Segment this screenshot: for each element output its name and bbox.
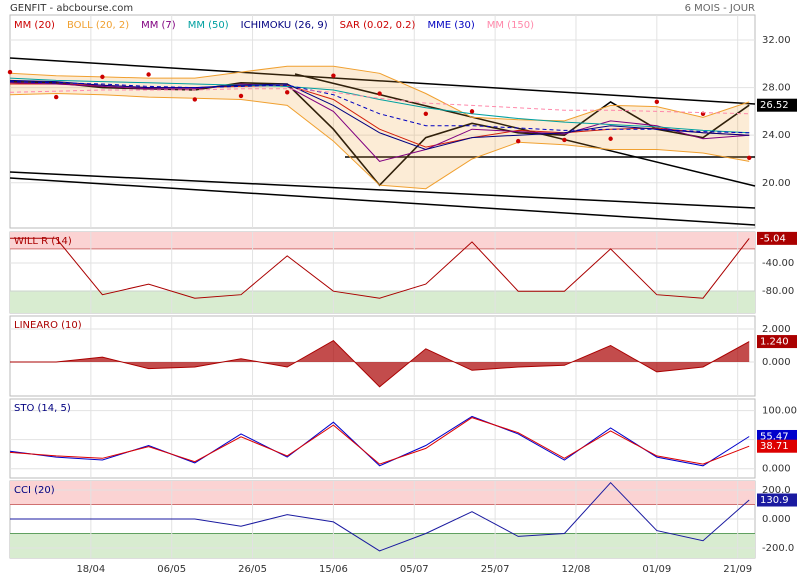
panel-title: LINEARO (10): [14, 320, 82, 331]
line: [10, 237, 750, 299]
legend-entry: MM (50): [188, 20, 229, 31]
value-label-box: [757, 335, 797, 349]
line: [9, 82, 750, 162]
band-area: [10, 66, 750, 189]
sar-dot: [608, 136, 613, 141]
sar-dot: [331, 73, 336, 78]
legend-entry: MME (30): [427, 20, 474, 31]
line: [9, 417, 750, 465]
sar-dot: [654, 99, 660, 105]
x-tick-label: 18/04: [76, 564, 105, 575]
value-label: -5.04: [760, 233, 786, 244]
y-tick-label: 24.00: [762, 130, 791, 141]
line: [9, 77, 750, 134]
sar-dot: [747, 155, 752, 160]
y-tick-label: 200.0: [762, 485, 791, 496]
legend-entry: BOLL (20, 2): [67, 20, 129, 31]
y-tick-label: 100.00: [762, 406, 797, 417]
y-tick-label: 2.000: [762, 324, 791, 335]
sar-dot: [100, 74, 105, 80]
sar-dot: [423, 111, 429, 116]
oversold-band: [10, 533, 755, 558]
x-tick-label: 15/06: [319, 564, 348, 575]
x-tick-label: 06/05: [157, 564, 186, 575]
panel-title: CCI (20): [14, 485, 55, 496]
value-label: 26.52: [760, 100, 789, 111]
line: [9, 79, 750, 151]
area: [10, 340, 750, 387]
sar-dot: [377, 91, 382, 96]
line: [9, 88, 750, 115]
y-tick-label: 32.00: [762, 35, 791, 46]
trend-line: [294, 73, 756, 187]
trend-lines: [9, 57, 756, 226]
y-tick-label: -200.0: [762, 543, 794, 554]
line: [10, 481, 750, 552]
overbought-band: [10, 481, 755, 505]
overbought-band: [10, 232, 755, 249]
value-label: 130.9: [760, 495, 789, 506]
panel-title: STO (14, 5): [14, 403, 71, 414]
band-lower: [9, 92, 750, 190]
value-label-box: [757, 439, 797, 453]
trend-line: [9, 57, 756, 105]
sar-dot: [238, 93, 244, 99]
line: [10, 339, 750, 388]
chart-subtitle: 6 MOIS - JOUR: [685, 3, 755, 14]
value-label: 38.71: [760, 441, 789, 452]
panel-title: WILL R (14): [14, 236, 72, 247]
sar-dot: [469, 109, 475, 114]
x-tick-label: 05/07: [400, 564, 429, 575]
line: [9, 81, 750, 134]
y-tick-label: 28.00: [762, 83, 791, 94]
y-tick-label: -80.00: [762, 286, 794, 297]
panel: [9, 14, 756, 229]
trend-line: [9, 177, 756, 226]
legend-entry: MM (150): [487, 20, 534, 31]
value-label-box: [757, 493, 797, 507]
sar-dot: [285, 90, 290, 95]
sar-dot: [146, 72, 151, 77]
sar-dot: [192, 97, 198, 102]
x-tick-label: 01/09: [642, 564, 671, 575]
band-upper: [9, 65, 750, 122]
x-tick-label: 25/07: [481, 564, 510, 575]
y-tick-label: 20.00: [762, 178, 791, 189]
sar-dot: [562, 137, 567, 143]
x-tick-label: 26/05: [238, 564, 267, 575]
y-tick-label: -40.00: [762, 258, 794, 269]
legend-entry: ICHIMOKU (26, 9): [241, 20, 328, 31]
oversold-band: [10, 291, 755, 313]
sar-dot: [516, 138, 521, 144]
y-tick-label: 0.000: [762, 357, 791, 368]
value-label-box: [757, 98, 797, 112]
legend-entry: MM (20): [14, 20, 55, 31]
value-label: 1.240: [760, 337, 789, 348]
sar-dot: [7, 69, 13, 75]
chart-title: GENFIT - abcbourse.com: [10, 3, 133, 14]
legend-entry: SAR (0.02, 0.2): [340, 20, 416, 31]
trend-line: [9, 171, 756, 209]
sar-dot: [54, 94, 59, 100]
x-tick-label: 21/09: [723, 564, 752, 575]
value-label: 55.47: [760, 431, 789, 442]
y-tick-label: 0.000: [762, 464, 791, 475]
y-tick-label: 0.000: [762, 514, 791, 525]
legend-entry: MM (7): [141, 20, 176, 31]
x-tick-label: 12/08: [562, 564, 591, 575]
value-label-box: [757, 231, 797, 245]
